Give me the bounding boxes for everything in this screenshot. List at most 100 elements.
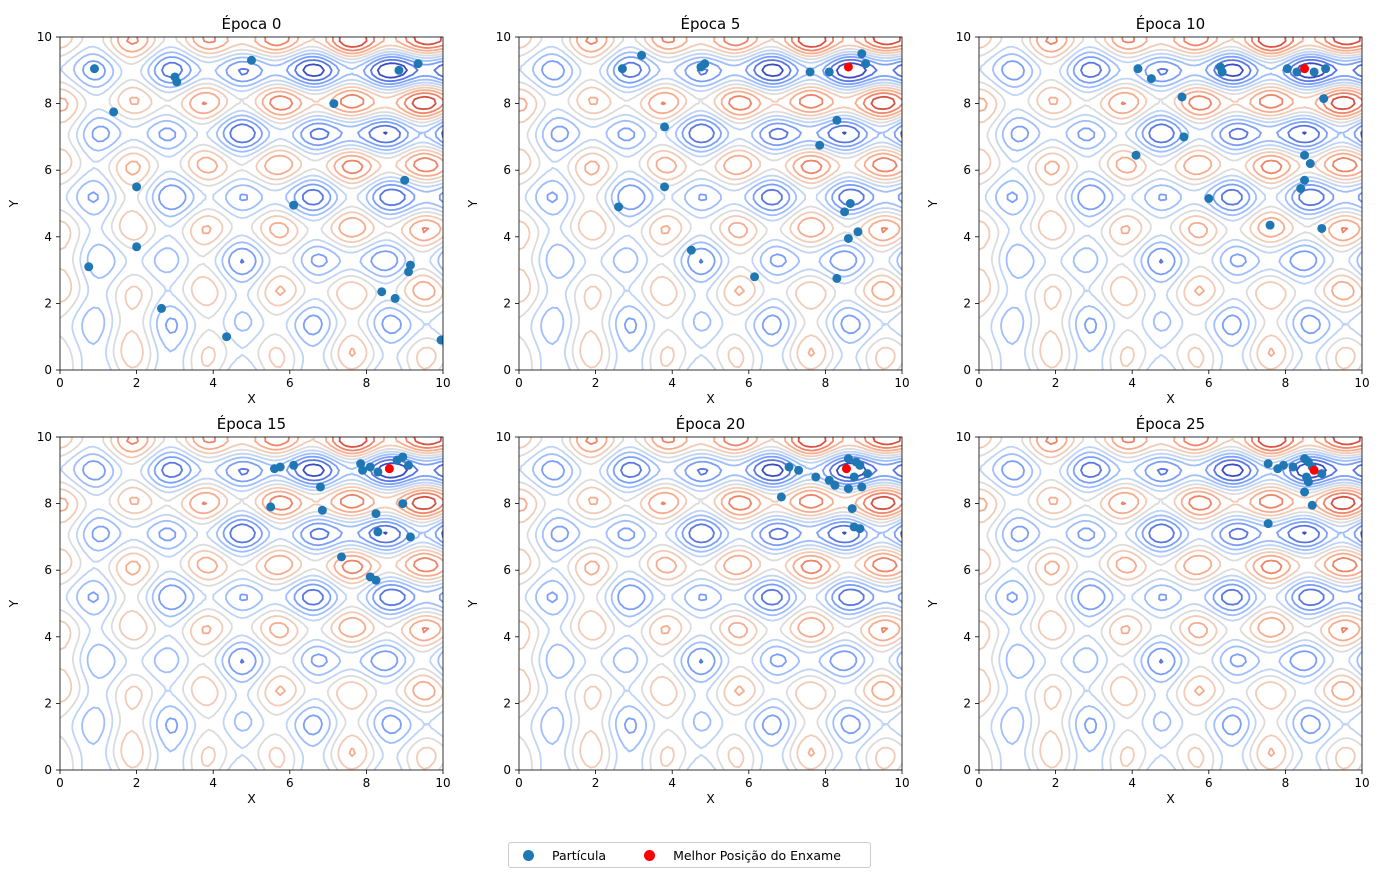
- contour-level-9: [338, 37, 442, 111]
- particle-point: [84, 262, 94, 272]
- particle-point: [843, 233, 853, 243]
- subplot-title: Época 0: [222, 14, 282, 33]
- y-tick-label: 10: [956, 30, 971, 44]
- subplot-title: Época 25: [1136, 414, 1205, 433]
- x-tick-label: 0: [975, 376, 983, 390]
- contour-lines: [979, 437, 1362, 770]
- particle-point: [289, 460, 299, 470]
- particle-point: [398, 499, 408, 509]
- y-axis-label: Y: [465, 599, 480, 608]
- contour-level-5: [519, 37, 902, 370]
- particle-point: [400, 175, 410, 185]
- contour-level-6: [979, 437, 1362, 770]
- legend: Partícula Melhor Posição do Enxame: [508, 842, 871, 868]
- particle-point: [337, 552, 347, 562]
- y-axis-label: Y: [6, 199, 21, 208]
- contour-lines: [60, 437, 443, 770]
- particle-point: [637, 50, 647, 60]
- particle-point: [398, 452, 408, 462]
- best-position-point: [1300, 64, 1310, 74]
- x-axis-label: X: [706, 791, 715, 806]
- contour-level-3: [73, 451, 443, 753]
- x-axis-label: X: [247, 391, 256, 406]
- y-tick-label: 2: [503, 696, 511, 710]
- x-tick-label: 0: [515, 376, 523, 390]
- particle-point: [1217, 67, 1227, 77]
- particle-point: [365, 462, 375, 472]
- contour-level-0: [761, 62, 867, 135]
- contour-level-5: [519, 437, 902, 770]
- y-axis-label: Y: [465, 199, 480, 208]
- particle-point: [172, 77, 182, 87]
- x-tick-label: 8: [1282, 376, 1290, 390]
- particle-point: [1263, 459, 1273, 469]
- particle-point: [849, 472, 859, 482]
- x-tick-label: 8: [822, 776, 830, 790]
- subplot-5: 0 2 4 6 8 10 0 2 4 6 8 10 Época 25 X Y: [925, 414, 1370, 806]
- particle-point: [1317, 223, 1327, 233]
- particle-point: [404, 460, 414, 470]
- particle-point: [373, 467, 383, 477]
- x-tick-label: 8: [363, 376, 371, 390]
- x-axis-label: X: [1166, 791, 1175, 806]
- y-tick-label: 8: [963, 97, 971, 111]
- best-position-point: [843, 62, 853, 72]
- axes-frame: [978, 36, 1363, 371]
- particle-point: [840, 207, 850, 217]
- particle-point: [358, 465, 368, 475]
- x-tick-label: 8: [363, 776, 371, 790]
- contour-level-6: [979, 37, 1362, 370]
- particle-point: [436, 335, 443, 345]
- particle-point: [1300, 487, 1310, 497]
- x-tick-label: 6: [286, 376, 294, 390]
- particle-point: [784, 462, 794, 472]
- x-tick-label: 0: [56, 776, 64, 790]
- best-position-point: [1309, 465, 1319, 475]
- contour-level-5: [60, 437, 443, 770]
- particle-point: [413, 59, 423, 69]
- contour-lines: [979, 37, 1362, 370]
- x-tick-label: 6: [745, 376, 753, 390]
- x-axis-label: X: [706, 391, 715, 406]
- particle-point: [1179, 132, 1189, 142]
- x-tick-label: 8: [1282, 776, 1290, 790]
- particle-point: [815, 140, 825, 150]
- particle-point: [1288, 462, 1298, 472]
- particle-point: [266, 502, 276, 512]
- y-tick-label: 8: [503, 97, 511, 111]
- legend-item-particle: Partícula: [523, 848, 606, 863]
- contour-level-4: [519, 45, 902, 370]
- particle-point: [377, 287, 387, 297]
- y-tick-label: 2: [44, 296, 52, 310]
- y-tick-label: 8: [44, 97, 52, 111]
- contour-level-1: [1080, 58, 1362, 264]
- y-tick-label: 2: [963, 296, 971, 310]
- contour-level-2: [82, 455, 443, 736]
- y-tick-label: 0: [503, 763, 511, 777]
- x-tick-label: 2: [592, 776, 600, 790]
- particle-point: [222, 332, 232, 342]
- particle-point: [843, 454, 853, 464]
- contour-level-4: [519, 445, 902, 770]
- y-tick-label: 6: [44, 563, 52, 577]
- x-tick-label: 0: [515, 776, 523, 790]
- y-axis-label: Y: [925, 599, 940, 608]
- y-tick-label: 4: [44, 230, 52, 244]
- contour-level-1: [1080, 458, 1362, 664]
- contour-level-1: [161, 458, 443, 664]
- x-axis-label: X: [1166, 391, 1175, 406]
- particle-point: [394, 65, 404, 75]
- particle-point: [371, 509, 381, 519]
- particle-point: [1292, 67, 1302, 77]
- y-tick-label: 6: [44, 163, 52, 177]
- particle-point: [843, 484, 853, 494]
- contour-level-2: [1001, 55, 1362, 336]
- particle-point: [132, 242, 142, 252]
- x-tick-label: 8: [822, 376, 830, 390]
- contour-level-6: [60, 37, 443, 370]
- particle-point: [373, 527, 383, 537]
- y-tick-label: 10: [956, 430, 971, 444]
- particle-point: [1305, 159, 1315, 169]
- particle-point: [750, 272, 760, 282]
- particle-point: [1321, 64, 1331, 74]
